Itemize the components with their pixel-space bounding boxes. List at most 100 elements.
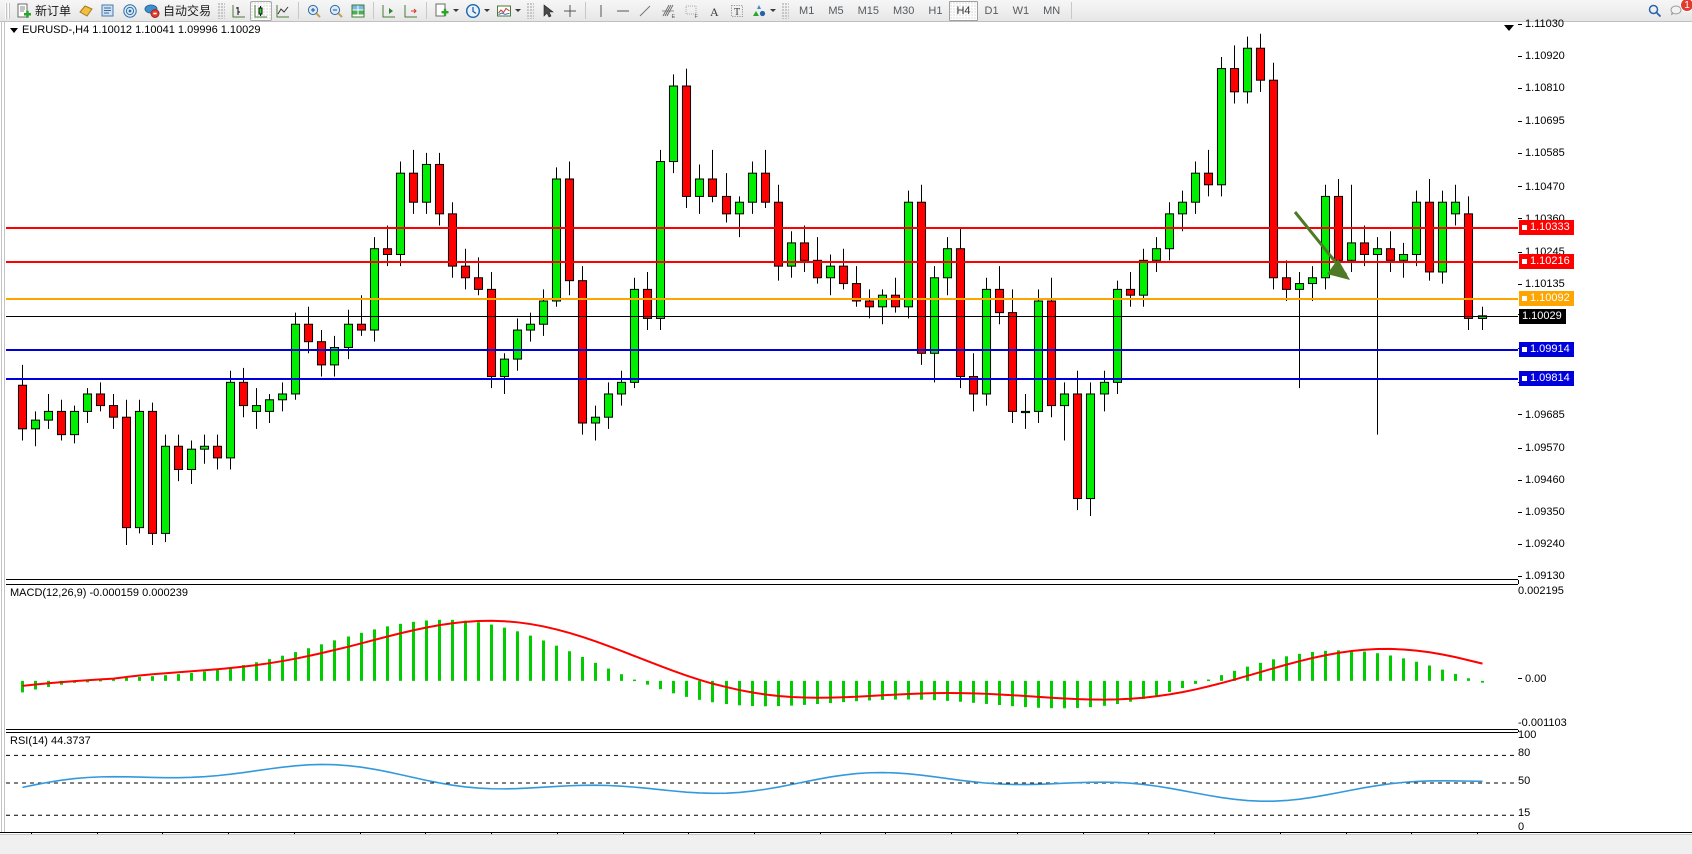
toolbar-grip-4[interactable] (782, 2, 790, 19)
macd-histogram-bar (1116, 680, 1119, 705)
macd-histogram-bar (399, 623, 402, 681)
rsi-pane[interactable]: RSI(14) 44.3737 (6, 732, 1518, 832)
chevron-down-icon-2[interactable] (484, 9, 491, 12)
macd-pane[interactable]: MACD(12,26,9) -0.000159 0.000239 (6, 584, 1518, 730)
macd-histogram-bar (1207, 679, 1210, 682)
tab-timeframe-h1[interactable]: H1 (928, 4, 943, 17)
macd-histogram-bar (711, 680, 714, 703)
expert-advisor-button[interactable] (75, 1, 97, 21)
period-button[interactable] (462, 1, 493, 21)
level-line-last-price[interactable] (6, 315, 1518, 317)
level-tag-pivot[interactable]: 1.10092 (1519, 290, 1574, 306)
toolbar-grip[interactable] (5, 2, 10, 19)
macd-histogram-bar (633, 679, 636, 682)
candle-body (303, 323, 314, 343)
level-tag-support-2[interactable]: 1.09814 (1519, 371, 1574, 387)
chart-shift-button[interactable] (378, 1, 400, 21)
chevron-down-icon[interactable] (453, 9, 460, 12)
pane-separator-2[interactable] (6, 730, 1518, 732)
macd-histogram-bar (347, 636, 350, 681)
chart-title-text: EURUSD-,H4 1.10012 1.10041 1.09996 1.100… (22, 24, 261, 36)
macd-histogram-bar (360, 632, 363, 681)
level-line-support-2[interactable] (6, 378, 1518, 381)
indicators-button[interactable] (493, 1, 524, 21)
tab-timeframe-h4[interactable]: H4 (949, 0, 978, 21)
macd-histogram-bar (1011, 680, 1014, 707)
fibonacci-button[interactable]: E (656, 1, 680, 21)
level-line-resistance-1[interactable] (6, 227, 1518, 230)
shapes-button[interactable] (748, 1, 779, 21)
tab-timeframe-m1[interactable]: M1 (799, 4, 815, 17)
level-tag-last-price[interactable]: 1.10029 (1519, 308, 1566, 324)
toolbar-grip-2[interactable] (218, 2, 226, 19)
vertical-line-button[interactable] (590, 1, 612, 21)
text-button[interactable]: A (704, 1, 726, 21)
chevron-down-icon-4[interactable] (770, 9, 777, 12)
toolbar-grip-3[interactable] (527, 2, 535, 19)
level-tag-resistance-2[interactable]: 1.10216 (1519, 254, 1574, 270)
rsi-tick-label: 0 (1518, 821, 1525, 833)
candle-body (238, 381, 249, 407)
candle-body (395, 172, 406, 256)
data-window-button[interactable] (97, 1, 119, 21)
trendline-button[interactable] (634, 1, 656, 21)
pane-separator-1[interactable] (6, 580, 1518, 584)
new-order-button[interactable]: 新订单 (13, 1, 75, 21)
macd-histogram-bar (333, 640, 336, 681)
candle-body (838, 265, 849, 285)
zoom-in-button[interactable] (303, 1, 325, 21)
level-line-support-1[interactable] (6, 349, 1518, 352)
zoom-out-icon (329, 4, 343, 18)
tab-timeframe-m15[interactable]: M15 (857, 4, 879, 17)
tab-timeframe-mn[interactable]: MN (1043, 4, 1061, 17)
chart-area[interactable]: EURUSD-,H4 1.10012 1.10041 1.09996 1.100… (0, 18, 1692, 854)
macd-histogram-bar (816, 680, 819, 705)
chevron-down-icon-3[interactable] (515, 9, 522, 12)
horizontal-line-button[interactable] (612, 1, 634, 21)
candle-body (1281, 277, 1292, 290)
candle-body (603, 393, 614, 418)
tab-timeframe-m5[interactable]: M5 (828, 4, 844, 17)
level-line-pivot[interactable] (6, 297, 1518, 300)
price-pane[interactable]: EURUSD-,H4 1.10012 1.10041 1.09996 1.100… (6, 22, 1518, 580)
autotrading-button[interactable]: 自动交易 (141, 1, 215, 21)
pane-collapse-arrow[interactable] (1504, 25, 1514, 31)
tab-timeframe-m30[interactable]: M30 (893, 4, 915, 17)
new-chart-button[interactable] (431, 1, 462, 21)
channel-button[interactable]: F (680, 1, 704, 21)
zoom-out-button[interactable] (325, 1, 347, 21)
price-axis[interactable]: 1.11030 1.10920 1.10810 1.10695 1.10585 1.104… (1518, 18, 1692, 582)
level-line-resistance-2[interactable] (6, 261, 1518, 264)
alerts-button[interactable]: 1 (1666, 0, 1692, 21)
level-tag-support-1[interactable]: 1.09914 (1519, 342, 1574, 358)
text-label-button[interactable]: T (726, 1, 748, 21)
macd-histogram-bar (1324, 650, 1327, 681)
macd-histogram-bar (1376, 653, 1379, 681)
alert-badge: 1 (1680, 0, 1692, 12)
candle-body (17, 384, 28, 430)
candle-body (1268, 79, 1279, 279)
line-chart-button[interactable] (272, 1, 294, 21)
grid-button[interactable] (347, 1, 369, 21)
level-tag-resistance-1[interactable]: 1.10333 (1519, 220, 1574, 236)
chevron-down-icon-symbol[interactable] (10, 27, 18, 33)
chart-left-grip[interactable] (0, 22, 6, 832)
search-button[interactable] (1644, 1, 1666, 21)
line-chart-icon (276, 4, 290, 17)
macd-histogram-bar (255, 662, 258, 681)
candle-body (616, 381, 627, 395)
candle-body (147, 410, 158, 534)
market-watch-button[interactable] (119, 1, 141, 21)
cursor-button[interactable] (537, 1, 559, 21)
tab-timeframe-w1[interactable]: W1 (1012, 4, 1030, 17)
tab-timeframe-d1[interactable]: D1 (984, 4, 999, 17)
cursor-icon (543, 3, 554, 17)
bar-chart-button[interactable] (228, 1, 250, 21)
candle-body (121, 416, 132, 529)
price-tick-label: 1.09350 (1518, 506, 1565, 518)
candle-body (1099, 381, 1110, 395)
candle-body (1216, 68, 1227, 186)
candlestick-chart-button[interactable] (250, 0, 273, 21)
crosshair-button[interactable] (559, 1, 581, 21)
auto-scroll-button[interactable] (400, 1, 422, 21)
